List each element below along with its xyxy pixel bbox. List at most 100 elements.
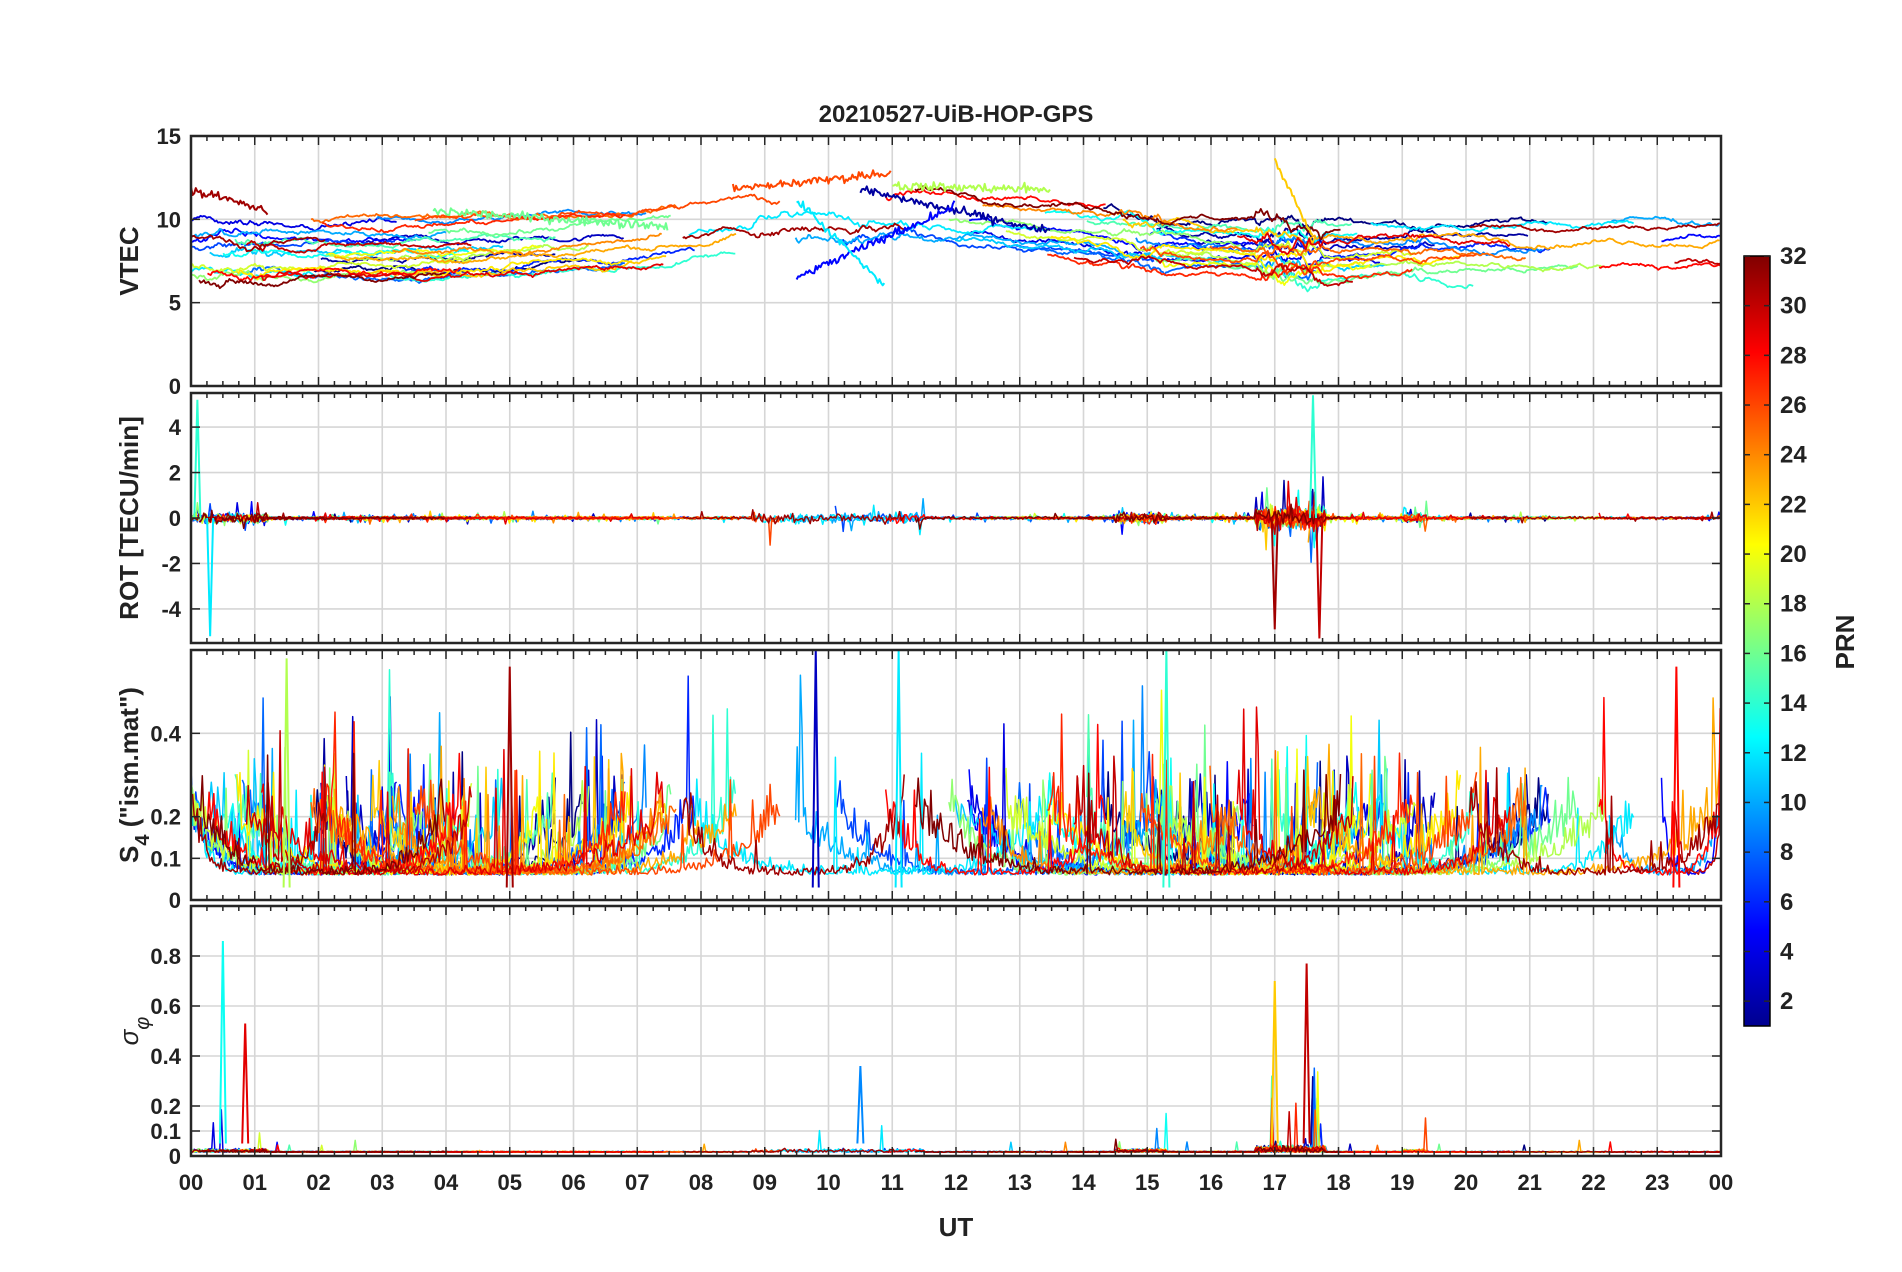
prn-10-line — [191, 227, 447, 241]
vtec-grid — [191, 136, 1721, 386]
prn-31-line — [682, 1147, 905, 1153]
y-tick-label: 0.1 — [150, 846, 181, 871]
y-tick-label: 10 — [157, 207, 181, 232]
prn-24-line — [982, 203, 1239, 233]
prn-14-line — [387, 251, 736, 283]
x-tick-label: 08 — [689, 1170, 713, 1195]
vtec-ylabel: VTEC — [114, 226, 144, 296]
prn-5-highlight — [795, 200, 956, 280]
y-tick-label: 0.8 — [150, 944, 181, 969]
prn-32-line — [198, 1148, 445, 1153]
vtec-data — [191, 158, 1721, 293]
prn-28-line — [1598, 261, 1721, 271]
prn-31-line — [191, 793, 326, 876]
x-tick-label: 11 — [881, 1170, 904, 1195]
prn-5-line — [1661, 233, 1721, 243]
prn-7-line — [835, 227, 1155, 263]
prn-2-highlight — [859, 185, 1051, 234]
y-tick-label: 0.2 — [150, 805, 181, 830]
x-tick-label: 18 — [1326, 1170, 1350, 1195]
prn-14-peak — [193, 399, 202, 519]
x-tick-label: 06 — [561, 1170, 585, 1195]
x-tick-label: 00 — [1709, 1170, 1733, 1195]
x-tick-label: 12 — [944, 1170, 968, 1195]
prn-30-line — [245, 239, 472, 254]
prn-9-line — [1135, 232, 1543, 257]
prn-29-line — [260, 263, 664, 283]
vtec-ticks: 0 5 10 15 — [157, 124, 1722, 399]
prn-32-line — [198, 752, 446, 876]
prn-32-line — [198, 272, 445, 290]
prn-14-peak — [1309, 395, 1317, 519]
colorbar-tick-label: 2 — [1780, 988, 1793, 1015]
panel-sigma_phi: 00.10.20.40.60.8σφ — [114, 904, 1723, 1169]
prn-19-line — [191, 257, 472, 274]
prn-18-highlight — [892, 181, 1051, 194]
prn-28-line — [207, 267, 462, 282]
panel-s4: 00.10.20.4S4 ("ism.mat") — [114, 648, 1723, 913]
prn-27-line — [321, 711, 626, 876]
prn-31-peak — [1270, 517, 1279, 630]
prn-31-line — [191, 234, 326, 253]
prn-3-line — [346, 233, 625, 246]
prn-31-line — [682, 509, 905, 525]
x-tick-label: 07 — [625, 1170, 649, 1195]
prn-32-line — [914, 185, 1341, 241]
prn-28-peak — [1672, 666, 1681, 888]
prn-26-line — [414, 193, 781, 222]
y-tick-label: 5 — [169, 291, 181, 316]
prn-31-highlight — [191, 187, 269, 216]
y-tick-label: 0 — [169, 888, 181, 913]
prn-23-line — [1307, 697, 1721, 876]
prn-26-line — [1139, 755, 1478, 876]
colorbar-tick-label: 24 — [1780, 442, 1807, 469]
prn-15-line — [1086, 218, 1352, 234]
prn-18-peak — [282, 658, 291, 888]
prn-12-peak — [206, 517, 215, 637]
colorbar-tick-label: 4 — [1780, 938, 1794, 965]
x-tick-label: 17 — [1263, 1170, 1287, 1195]
colorbar-label: PRN — [1830, 615, 1860, 670]
prn-30-line — [1674, 257, 1721, 265]
prn-27-line — [1047, 253, 1413, 282]
y-tick-label: 0.2 — [150, 1094, 181, 1119]
x-axis-label: UT — [939, 1212, 974, 1242]
y-tick-label: 0 — [169, 374, 181, 399]
prn-14-peak — [1162, 650, 1171, 888]
colorbar-tick-label: 30 — [1780, 293, 1807, 320]
x-tick-label: 15 — [1135, 1170, 1159, 1195]
prn-31-line — [682, 222, 905, 240]
prn-31-line — [1469, 222, 1720, 234]
prn-12-highlight — [796, 200, 886, 287]
prn-1-line — [313, 257, 582, 277]
prn-25-line — [1209, 244, 1526, 262]
prn-22-peak — [1270, 980, 1279, 1144]
s4-data — [191, 650, 1721, 888]
prn-16-line — [428, 214, 671, 237]
y-tick-label: 0.4 — [150, 721, 181, 746]
x-tick-label: 01 — [243, 1170, 267, 1195]
colorbar-tick-label: 22 — [1780, 491, 1807, 518]
y-tick-label: 0 — [169, 1144, 181, 1169]
prn-12-line — [688, 210, 1050, 237]
prn-12-line — [1370, 219, 1635, 233]
prn-30-peak — [1315, 517, 1324, 639]
prn-12-peak — [894, 650, 903, 888]
prn-27-line — [321, 212, 626, 234]
prn-28-line — [1598, 696, 1721, 876]
prn-30-line — [1073, 255, 1354, 287]
prn-22-highlight — [1273, 158, 1314, 236]
y-tick-label: 0.4 — [150, 1044, 181, 1069]
colorbar-tick-label: 32 — [1780, 243, 1807, 270]
prn-32-line — [914, 1138, 1341, 1153]
x-tick-label: 14 — [1071, 1170, 1096, 1195]
colorbar-tick-label: 20 — [1780, 541, 1807, 568]
y-tick-label: 2 — [169, 461, 181, 486]
x-tick-label: 04 — [434, 1170, 459, 1195]
colorbar-tick-label: 16 — [1780, 640, 1807, 667]
prn-31-line — [681, 774, 905, 876]
panel-vtec: 0 5 10 15 VTEC — [114, 124, 1723, 399]
x-tick-label: 02 — [306, 1170, 330, 1195]
panel-rot: -4 -2 0 2 4 ROT [TECU/min] — [114, 391, 1723, 645]
